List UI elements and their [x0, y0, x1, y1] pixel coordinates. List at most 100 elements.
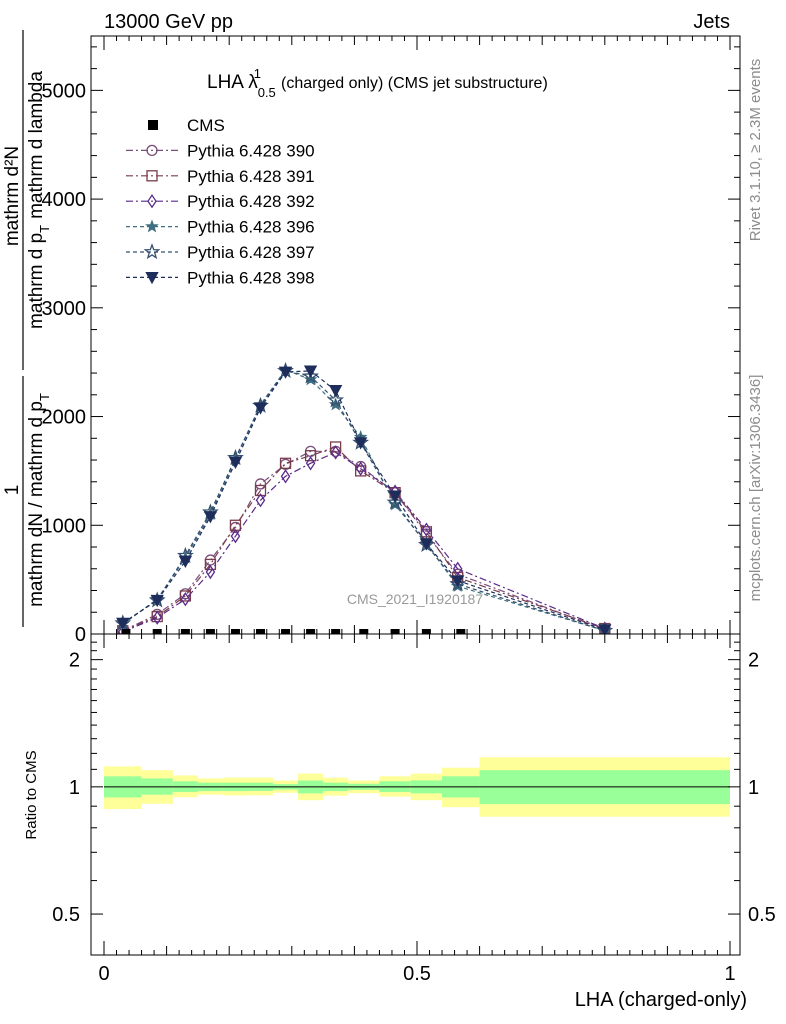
- ratio-y-tick-label-left: 0.5: [52, 904, 80, 926]
- legend-marker-cms: [148, 120, 158, 130]
- series-point: [330, 445, 341, 460]
- legend-label: Pythia 6.428 397: [187, 243, 315, 262]
- legend: CMS Pythia 6.428 390 Pythia 6.428 391 Pythi…: [126, 116, 315, 287]
- series-point: [278, 366, 293, 379]
- series-point: [328, 397, 343, 411]
- ylabel-den-a: mathrm d p: [26, 233, 47, 329]
- series-point: [355, 461, 366, 476]
- series-point: [388, 490, 402, 503]
- legend-label: Pythia 6.428 391: [187, 167, 315, 186]
- series-point: [451, 575, 465, 588]
- series-line: [122, 370, 605, 632]
- title-sub: 0.5: [258, 85, 276, 100]
- series-point: [179, 590, 192, 602]
- series-point: [203, 511, 218, 524]
- series-point: [150, 594, 164, 608]
- x-tick-label: 0.5: [403, 963, 431, 985]
- ratio-y-label: Ratio to CMS: [23, 750, 40, 839]
- ylabel-denominator: mathrm d pTmathrm d lambda: [26, 71, 52, 329]
- series-point: [254, 478, 267, 490]
- series-point: [280, 469, 291, 484]
- series-line: [122, 451, 606, 633]
- legend-label-cms: CMS: [187, 116, 225, 135]
- legend-label: Pythia 6.428 392: [187, 192, 315, 211]
- legend-label: Pythia 6.428 398: [187, 268, 315, 287]
- ylabel-prefactor-den: mathrm dN / mathrm d pT: [26, 393, 52, 607]
- ratio-y-tick-label-right: 2: [748, 650, 759, 672]
- main-y-tick-label: 3000: [42, 298, 87, 320]
- series-point: [116, 617, 130, 630]
- ratio-frame: [90, 633, 741, 956]
- series-point: [304, 450, 317, 462]
- series-point: [327, 391, 345, 408]
- series-point: [452, 561, 463, 576]
- x-tick-label: 1: [724, 963, 735, 985]
- series-point: [303, 365, 318, 378]
- main-x-ticks: [103, 36, 731, 634]
- main-y-tick-label: 4000: [42, 189, 87, 211]
- legend-label: Pythia 6.428 390: [187, 141, 315, 160]
- series-point: [178, 555, 193, 568]
- ylabel-prefactor-num: 1: [2, 485, 23, 496]
- series-point: [253, 402, 268, 415]
- ratio-y-tick-label-left: 2: [69, 650, 80, 672]
- series-point: [386, 493, 404, 510]
- ratio-y-tick-label-left: 1: [69, 777, 80, 799]
- title-main: LHA λ: [207, 72, 258, 93]
- series-point: [419, 538, 434, 551]
- header-left: 13000 GeV pp: [104, 11, 233, 33]
- series-point: [279, 457, 292, 469]
- title-rest: (charged only) (CMS jet substructure): [281, 75, 548, 92]
- rivet-label: Rivet 3.1.10, ≥ 2.3M events: [747, 59, 764, 242]
- legend-label: Pythia 6.428 396: [187, 218, 315, 237]
- series-point: [228, 456, 243, 470]
- x-tick-label: 0: [98, 963, 109, 985]
- watermark: CMS_2021_I1920187: [347, 591, 483, 607]
- ratio-y-tick-label-right: 0.5: [748, 904, 776, 926]
- plot-title: LHA λ0.5 1 (charged only) (CMS jet substru…: [207, 66, 548, 100]
- legend-marker: [143, 243, 161, 260]
- main-y-label: 1 mathrm dN / mathrm d pT mathrm d²N mat…: [2, 30, 52, 627]
- legend-marker: [146, 144, 158, 157]
- series-point: [598, 624, 612, 637]
- series-point: [302, 367, 320, 384]
- legend-marker: [145, 219, 159, 233]
- main-y-tick-label: 0: [75, 624, 86, 646]
- main-y-ticks: 0 1000 2000 3000 4000 5000: [42, 46, 740, 646]
- x-axis-label: LHA (charged-only): [575, 989, 747, 1011]
- series-point: [180, 592, 191, 607]
- mcplots-label: mcplots.cern.ch [arXiv:1306.3436]: [747, 375, 764, 602]
- series-5: [116, 365, 612, 637]
- series-point: [205, 564, 216, 580]
- series-point: [305, 456, 316, 471]
- series-line: [122, 370, 605, 631]
- series-point: [353, 437, 368, 450]
- ylabel-den-a-sub: T: [37, 225, 52, 233]
- series-layer: [114, 362, 614, 639]
- ylabel-prefactor-den-text: mathrm dN / mathrm d p: [26, 401, 47, 607]
- legend-marker: [146, 170, 158, 182]
- ylabel-den-b: mathrm d lambda: [26, 71, 47, 219]
- series-point: [254, 484, 267, 497]
- ratio-x-ticks: 0 0.5 1: [98, 634, 736, 985]
- series-point: [355, 465, 367, 477]
- ratio-panel: 0.5 0.51 12 2 0 0.5 1 Ratio to CMS LHA (charg…: [23, 633, 776, 1011]
- series-point: [328, 385, 343, 398]
- ratio-y-ticks: 0.5 0.5 1 1 2 2: [52, 641, 776, 926]
- ylabel-numerator: mathrm d²N: [2, 146, 23, 246]
- series-point: [255, 493, 266, 508]
- series-point: [230, 528, 241, 544]
- main-y-tick-label: 5000: [42, 80, 87, 102]
- ratio-y-tick-label-right: 1: [748, 777, 759, 799]
- title-sup: 1: [254, 66, 261, 81]
- ylabel-prefactor-den-sub: T: [37, 393, 52, 401]
- series-point: [421, 522, 432, 537]
- legend-marker: [145, 272, 159, 285]
- legend-marker: [147, 194, 157, 209]
- main-y-tick-label: 1000: [42, 515, 87, 537]
- header-right: Jets: [693, 11, 730, 33]
- main-y-tick-label: 2000: [42, 407, 87, 429]
- series-point: [152, 610, 162, 625]
